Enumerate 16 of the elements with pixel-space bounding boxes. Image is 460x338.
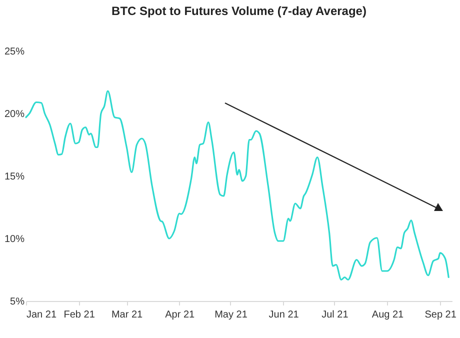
x-tick-label: Jan 21 <box>26 310 57 320</box>
x-tick-label: Mar 21 <box>111 310 144 320</box>
chart-title: BTC Spot to Futures Volume (7-day Average) <box>112 4 366 18</box>
x-tick-label: Sep 21 <box>424 310 457 320</box>
line-series <box>25 90 450 281</box>
x-tick-label: May 21 <box>214 310 248 320</box>
x-tick-label: Apr 21 <box>165 310 196 320</box>
y-tick-label: 25% <box>4 46 25 58</box>
x-tick-label: Feb 21 <box>64 310 96 320</box>
y-tick-label: 5% <box>10 296 25 308</box>
x-tick-label: Aug 21 <box>372 310 404 320</box>
x-tick-label: Jun 21 <box>268 310 300 320</box>
y-tick-label: 20% <box>4 109 25 120</box>
y-tick-label: 15% <box>4 172 25 182</box>
x-tick-label: Jul 21 <box>322 310 349 320</box>
y-tick-label: 10% <box>4 234 25 245</box>
